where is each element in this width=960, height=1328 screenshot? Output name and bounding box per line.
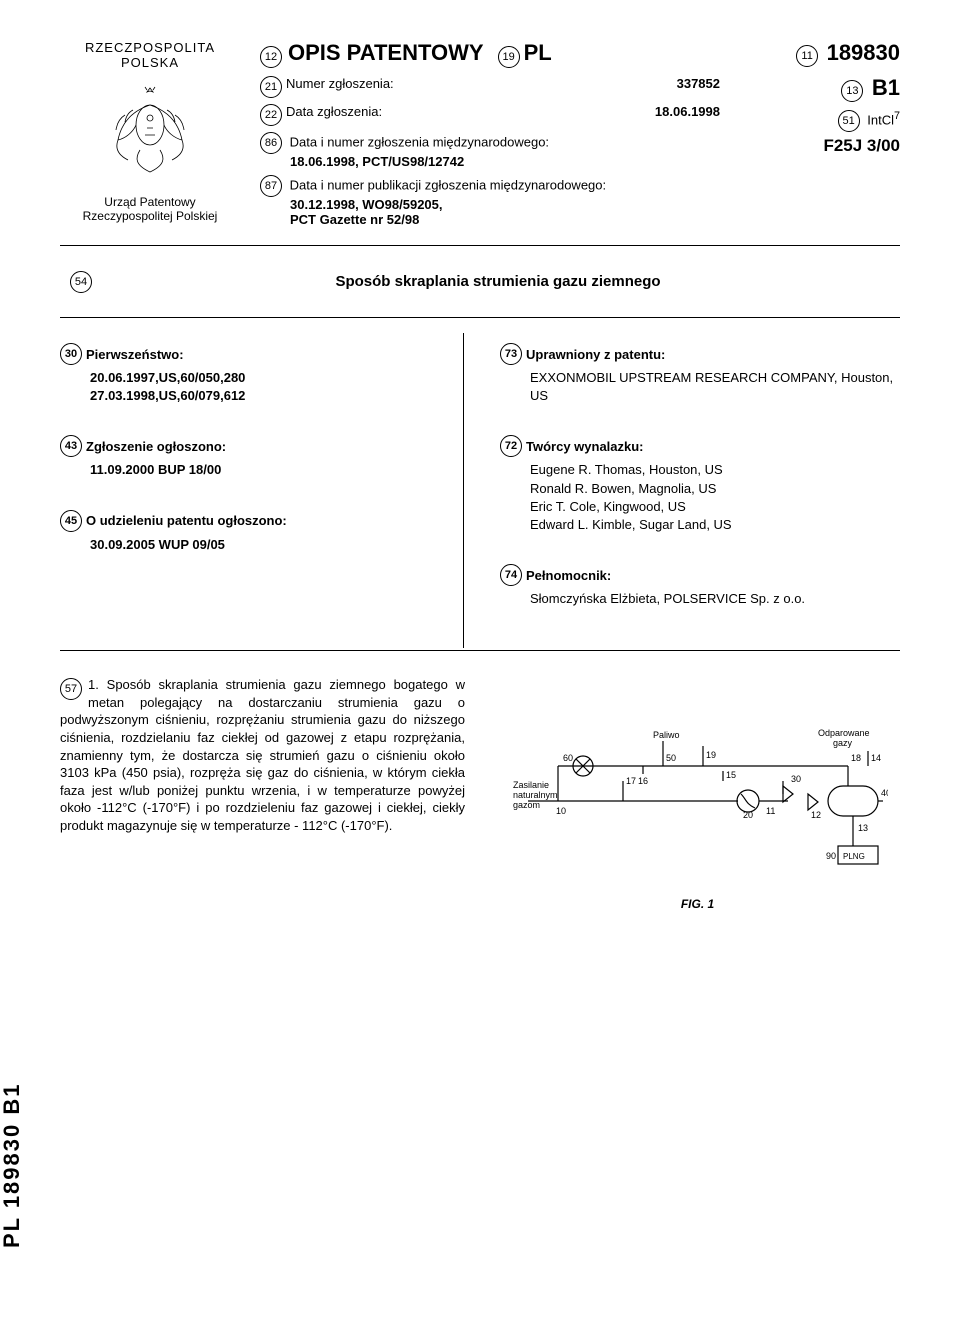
val-22: 18.06.1998 bbox=[655, 104, 720, 119]
svg-text:19: 19 bbox=[706, 750, 716, 760]
separator bbox=[60, 245, 900, 246]
code-11: 11 bbox=[796, 45, 818, 67]
code-22: 22 bbox=[260, 104, 282, 126]
label-87: Data i numer publikacji zgłoszenia międz… bbox=[290, 177, 607, 192]
val-74: Słomczyńska Elżbieta, POLSERVICE Sp. z o… bbox=[530, 590, 900, 608]
svg-text:13: 13 bbox=[858, 823, 868, 833]
svg-text:15: 15 bbox=[726, 770, 736, 780]
code-45: 45 bbox=[60, 510, 82, 532]
svg-text:12: 12 bbox=[811, 810, 821, 820]
code-73: 73 bbox=[500, 343, 522, 365]
code-51: 51 bbox=[838, 110, 860, 132]
val-43: 11.09.2000 BUP 18/00 bbox=[90, 461, 460, 479]
country-code: PL bbox=[524, 40, 552, 66]
code-30: 30 bbox=[60, 343, 82, 365]
code-57: 57 bbox=[60, 678, 82, 700]
code-72: 72 bbox=[500, 435, 522, 457]
intcl-code: F25J 3/00 bbox=[740, 136, 900, 156]
val-87b: PCT Gazette nr 52/98 bbox=[290, 212, 720, 227]
label-72: Twórcy wynalazku: bbox=[526, 439, 644, 454]
svg-text:PLNG: PLNG bbox=[843, 852, 865, 861]
code-86: 86 bbox=[260, 132, 282, 154]
vertical-divider bbox=[463, 333, 464, 648]
svg-text:14: 14 bbox=[871, 753, 881, 763]
label-73: Uprawniony z patentu: bbox=[526, 347, 665, 362]
label-30: Pierwszeństwo: bbox=[86, 347, 184, 362]
separator bbox=[60, 317, 900, 318]
val-30: 20.06.1997,US,60/050,280 27.03.1998,US,6… bbox=[90, 369, 460, 405]
doc-title: OPIS PATENTOWY bbox=[288, 40, 484, 66]
svg-text:naturalnym: naturalnym bbox=[513, 790, 558, 800]
label-74: Pełnomocnik: bbox=[526, 568, 611, 583]
svg-text:17: 17 bbox=[626, 776, 636, 786]
code-43: 43 bbox=[60, 435, 82, 457]
side-patent-label: PL 189830 B1 bbox=[0, 1083, 25, 1248]
svg-text:40: 40 bbox=[881, 788, 888, 798]
svg-text:20: 20 bbox=[743, 810, 753, 820]
label-21: Numer zgłoszenia: bbox=[286, 76, 677, 91]
code-54: 54 bbox=[70, 271, 92, 293]
figure-caption: FIG. 1 bbox=[681, 897, 714, 911]
code-87: 87 bbox=[260, 175, 282, 197]
office-name: Urząd Patentowy Rzeczypospolitej Polskie… bbox=[60, 195, 240, 223]
svg-text:16: 16 bbox=[638, 776, 648, 786]
coat-of-arms-icon bbox=[105, 80, 195, 175]
val-45: 30.09.2005 WUP 09/05 bbox=[90, 536, 460, 554]
svg-text:Paliwo: Paliwo bbox=[653, 730, 680, 740]
val-73: EXXONMOBIL UPSTREAM RESEARCH COMPANY, Ho… bbox=[530, 369, 900, 405]
label-45: O udzieleniu patentu ogłoszono: bbox=[86, 513, 287, 528]
svg-text:18: 18 bbox=[851, 753, 861, 763]
label-86: Data i numer zgłoszenia międzynarodowego… bbox=[290, 134, 549, 149]
svg-text:gazom: gazom bbox=[513, 800, 540, 810]
svg-text:11: 11 bbox=[766, 806, 775, 816]
svg-text:50: 50 bbox=[666, 753, 676, 763]
svg-text:Zasilanie: Zasilanie bbox=[513, 780, 549, 790]
svg-text:90: 90 bbox=[826, 851, 836, 861]
abstract-text: 1. Sposób skraplania strumienia gazu zie… bbox=[60, 677, 465, 832]
svg-text:10: 10 bbox=[556, 806, 566, 816]
country-name: RZECZPOSPOLITA POLSKA bbox=[60, 40, 240, 70]
label-43: Zgłoszenie ogłoszono: bbox=[86, 439, 226, 454]
intcl-label: IntCl bbox=[867, 112, 894, 127]
val-86: 18.06.1998, PCT/US98/12742 bbox=[290, 154, 720, 169]
inventors: Eugene R. Thomas, Houston, US Ronald R. … bbox=[530, 461, 900, 534]
invention-title: Sposób skraplania strumienia gazu ziemne… bbox=[96, 273, 900, 290]
separator bbox=[60, 650, 900, 651]
label-22: Data zgłoszenia: bbox=[286, 104, 655, 119]
patent-number: 189830 bbox=[827, 40, 900, 65]
intcl-sup: 7 bbox=[894, 110, 900, 122]
code-21: 21 bbox=[260, 76, 282, 98]
code-74: 74 bbox=[500, 564, 522, 586]
code-13: 13 bbox=[841, 80, 863, 102]
val-21: 337852 bbox=[677, 76, 720, 91]
val-87a: 30.12.1998, WO98/59205, bbox=[290, 197, 720, 212]
svg-text:30: 30 bbox=[791, 774, 801, 784]
svg-text:gazy: gazy bbox=[833, 738, 853, 748]
kind-code: B1 bbox=[872, 75, 900, 100]
svg-text:Odparowane: Odparowane bbox=[818, 728, 870, 738]
code-19: 19 bbox=[498, 46, 520, 68]
figure-1: Zasilanie naturalnym gazom Paliwo Odparo… bbox=[495, 676, 900, 911]
svg-text:60: 60 bbox=[563, 753, 573, 763]
code-12: 12 bbox=[260, 46, 282, 68]
